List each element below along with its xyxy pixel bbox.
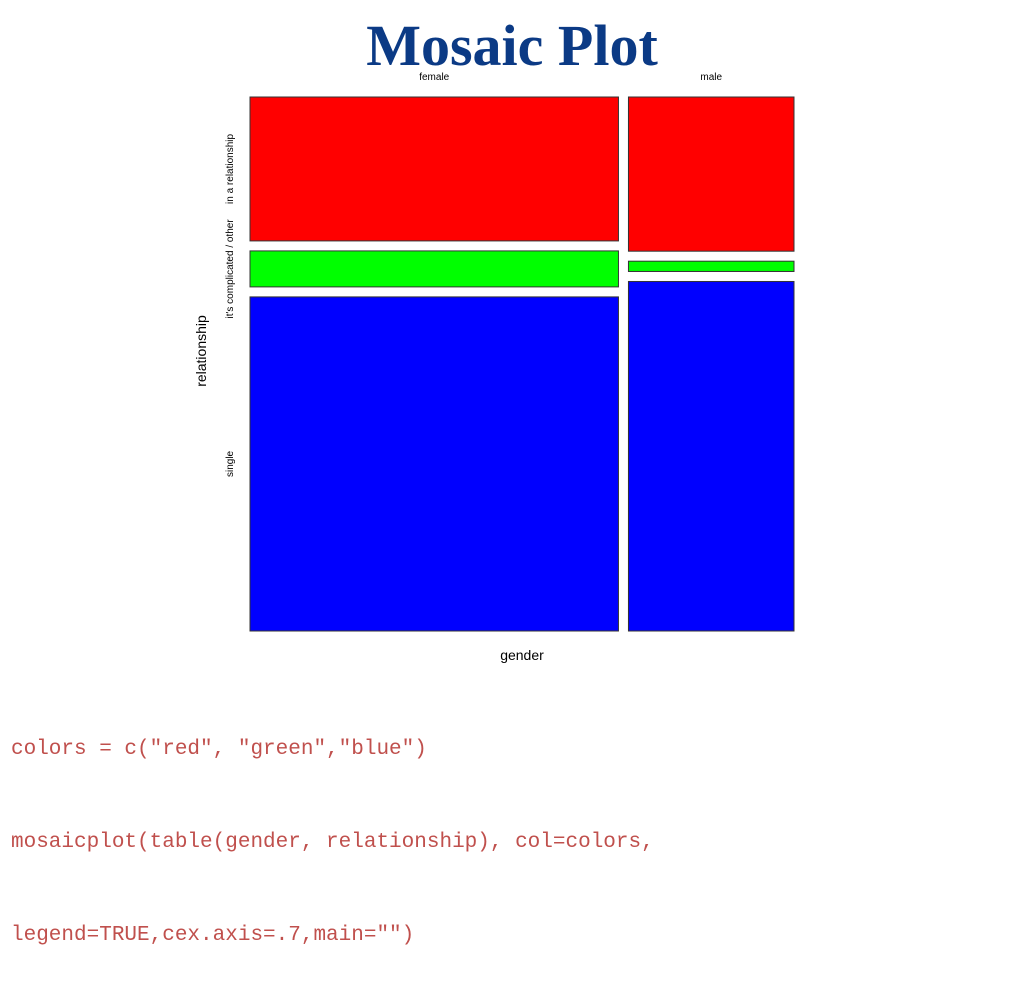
r-code-block: colors = c("red", "green","blue") mosaic… xyxy=(11,672,1011,982)
code-line: mosaicplot(table(gender, relationship), … xyxy=(11,831,654,854)
mosaic-tile-male-2 xyxy=(627,280,795,632)
row-label-2: single xyxy=(225,450,236,477)
code-line: legend=TRUE,cex.axis=.7,main="") xyxy=(11,924,415,947)
mosaic-tile-female-1 xyxy=(249,250,619,288)
mosaic-tile-male-0 xyxy=(627,96,795,252)
column-labels: female male xyxy=(419,72,722,83)
slide-title: Mosaic Plot xyxy=(366,13,658,78)
x-axis-label: gender xyxy=(500,647,544,663)
row-label-0: in a relationship xyxy=(225,134,236,204)
column-label-male: male xyxy=(700,72,722,83)
row-label-1: it's complicated / other xyxy=(225,219,236,319)
mosaic-tiles xyxy=(249,96,795,632)
y-axis-label: relationship xyxy=(193,315,209,387)
mosaic-plot: female male in a relationship it's complic… xyxy=(193,72,795,663)
code-line: colors = c("red", "green","blue") xyxy=(11,738,427,761)
mosaic-tile-female-2 xyxy=(249,296,619,632)
row-labels: in a relationship it's complicated / othe… xyxy=(225,134,236,478)
mosaic-tile-male-1 xyxy=(627,260,795,272)
column-label-female: female xyxy=(419,72,449,83)
mosaic-tile-female-0 xyxy=(249,96,619,242)
